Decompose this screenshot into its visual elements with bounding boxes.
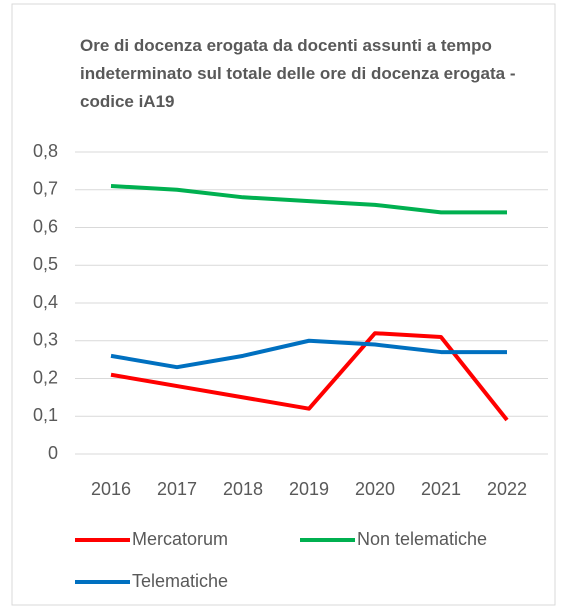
y-tick-label: 0,7 <box>33 179 58 199</box>
x-tick-label: 2016 <box>91 479 131 499</box>
chart-border <box>11 3 556 606</box>
x-tick-label: 2018 <box>223 479 263 499</box>
y-tick-label: 0,6 <box>33 216 58 236</box>
series-line <box>110 331 509 422</box>
x-tick-label: 2017 <box>157 479 197 499</box>
x-tick-label: 2021 <box>421 479 461 499</box>
x-tick-label: 2020 <box>355 479 395 499</box>
x-tick-label: 2022 <box>487 479 527 499</box>
x-tick-label: 2019 <box>289 479 329 499</box>
y-tick-label: 0,8 <box>33 141 58 161</box>
series-line <box>110 338 507 370</box>
chart-title: Ore di docenza erogata da docenti assunt… <box>80 36 516 111</box>
y-tick-label: 0,1 <box>33 405 58 425</box>
y-tick-label: 0 <box>48 443 58 463</box>
series-line <box>110 183 507 215</box>
y-tick-label: 0,3 <box>33 330 58 350</box>
y-tick-label: 0,5 <box>33 254 58 274</box>
y-tick-label: 0,4 <box>33 292 58 312</box>
legend-label: Non telematiche <box>357 529 487 549</box>
legend-label: Telematiche <box>132 571 228 591</box>
y-tick-label: 0,2 <box>33 367 58 387</box>
legend-label: Mercatorum <box>132 529 228 549</box>
